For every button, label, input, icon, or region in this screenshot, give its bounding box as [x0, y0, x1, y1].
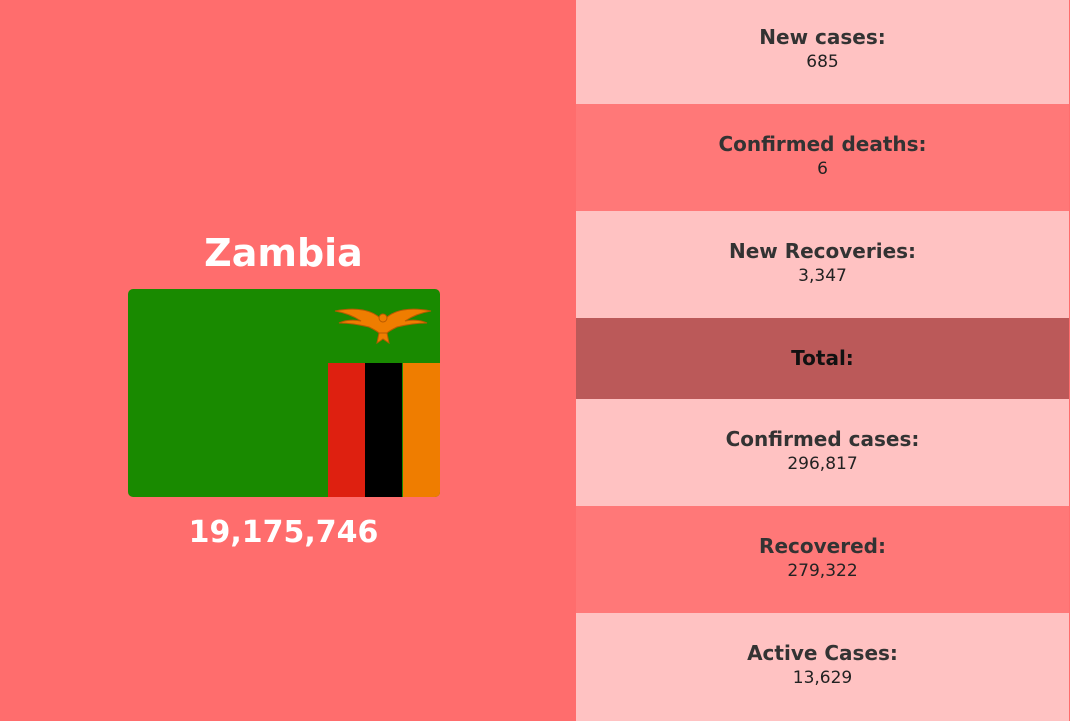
- new-cases-row: New cases: 685: [576, 0, 1069, 104]
- new-cases-value: 685: [806, 52, 839, 72]
- recovered-value: 279,322: [787, 561, 858, 581]
- flag-black-stripe: [365, 363, 402, 497]
- total-heading: Total:: [576, 318, 1069, 399]
- confirmed-cases-row: Confirmed cases: 296,817: [576, 399, 1069, 506]
- confirmed-deaths-value: 6: [817, 159, 828, 179]
- flag-orange-stripe: [403, 363, 440, 497]
- new-recoveries-value: 3,347: [798, 266, 847, 286]
- confirmed-deaths-row: Confirmed deaths: 6: [576, 104, 1069, 211]
- stats-panel: New cases: 685 Confirmed deaths: 6 New R…: [576, 0, 1069, 721]
- confirmed-deaths-label: Confirmed deaths:: [718, 132, 927, 156]
- new-recoveries-row: New Recoveries: 3,347: [576, 211, 1069, 318]
- active-cases-value: 13,629: [792, 668, 853, 688]
- active-cases-row: Active Cases: 13,629: [576, 613, 1069, 721]
- country-panel: Zambia 19,175,746: [128, 231, 440, 550]
- country-name: Zambia: [204, 231, 363, 275]
- population-count: 19,175,746: [188, 515, 379, 550]
- flag-red-stripe: [328, 363, 365, 497]
- confirmed-cases-label: Confirmed cases:: [725, 427, 920, 451]
- zambia-flag-icon: [128, 289, 440, 497]
- confirmed-cases-value: 296,817: [787, 454, 858, 474]
- recovered-label: Recovered:: [759, 534, 886, 558]
- recovered-row: Recovered: 279,322: [576, 506, 1069, 613]
- eagle-icon: [334, 308, 432, 345]
- new-recoveries-label: New Recoveries:: [728, 239, 917, 263]
- active-cases-label: Active Cases:: [747, 641, 898, 665]
- new-cases-label: New cases:: [759, 25, 886, 49]
